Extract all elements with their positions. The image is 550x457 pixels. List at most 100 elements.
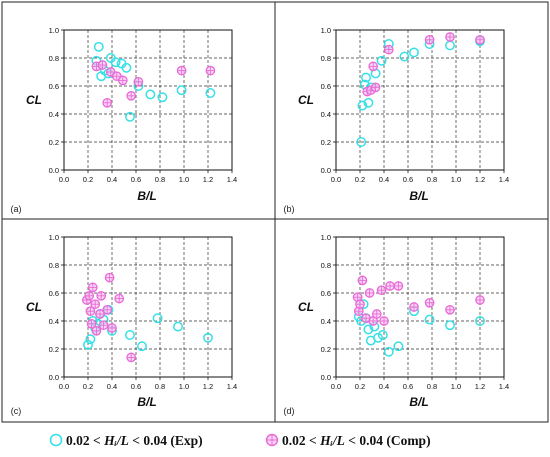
- series-comp: [91, 60, 216, 108]
- data-point-comp: [368, 61, 379, 72]
- panel-a: 0.0 0.2 0.4 0.6 0.8 1.0 1.2 1.4 0.0 0.2 0.4 0.6 0.8 1…: [11, 26, 238, 214]
- data-point-comp: [107, 323, 117, 333]
- x-axis-label: B/L: [409, 395, 428, 409]
- x-tick-label: 1.4: [227, 382, 237, 391]
- x-tick-label: 1.2: [203, 382, 213, 391]
- x-tick-label: 1.2: [203, 175, 213, 184]
- x-tick-label: 1.0: [179, 382, 189, 391]
- y-tick-label: 0.0: [321, 373, 331, 382]
- y-axis-label: CL: [298, 300, 314, 314]
- y-tick-label: 0.2: [49, 138, 59, 147]
- x-axis-label: B/L: [137, 395, 156, 409]
- data-point-comp: [379, 316, 389, 326]
- y-tick-label: 0.0: [49, 373, 59, 382]
- x-tick-label: 1.2: [475, 175, 485, 184]
- data-point-comp: [104, 272, 115, 283]
- x-tick-label: 0.2: [83, 175, 93, 184]
- data-point-exp: [356, 137, 367, 147]
- data-point-exp: [361, 72, 371, 83]
- data-point-comp: [176, 65, 187, 76]
- data-point-exp: [93, 41, 104, 52]
- y-axis-label: CL: [26, 300, 42, 314]
- data-point-comp: [133, 76, 144, 87]
- x-tick-label: 0.8: [427, 382, 437, 391]
- series-comp: [352, 275, 485, 326]
- data-point-comp: [126, 90, 137, 101]
- data-point-comp: [91, 325, 102, 336]
- data-point-comp: [126, 352, 137, 363]
- legend-marker-exp: [49, 433, 63, 447]
- data-point-comp: [364, 288, 375, 298]
- data-point-exp: [137, 341, 147, 352]
- plot-area: [64, 30, 232, 170]
- data-point-comp: [376, 285, 387, 296]
- data-point-exp: [110, 57, 121, 68]
- data-point-exp: [445, 320, 455, 331]
- data-point-comp: [84, 290, 95, 301]
- x-tick-label: 0.6: [131, 175, 141, 184]
- data-point-exp: [205, 88, 216, 98]
- data-point-exp: [125, 330, 135, 340]
- x-tick-label: 0.6: [131, 382, 141, 391]
- data-point-exp: [176, 85, 187, 96]
- x-tick-label: 1.0: [179, 175, 189, 184]
- series-comp: [362, 32, 485, 97]
- data-point-exp: [121, 62, 132, 73]
- data-point-comp: [355, 299, 365, 310]
- x-tick-label: 1.0: [451, 175, 461, 184]
- data-point-exp: [145, 89, 156, 100]
- y-axis-label: CL: [298, 93, 314, 107]
- y-tick-label: 0.2: [321, 345, 331, 354]
- data-point-comp: [475, 34, 485, 45]
- legend-label-comp: 0.02 < Hᵢ/L < 0.04 (Comp): [282, 433, 431, 448]
- y-tick-label: 1.0: [49, 26, 59, 35]
- data-point-comp: [114, 293, 125, 304]
- y-tick-label: 0.4: [321, 317, 331, 326]
- data-point-comp: [370, 82, 381, 93]
- data-point-comp: [424, 297, 435, 308]
- y-tick-label: 0.2: [49, 345, 59, 354]
- plot-frame: [335, 29, 505, 171]
- legend-item-exp: 0.02 < Hᵢ/L < 0.04 (Exp): [49, 433, 203, 448]
- data-point-comp: [96, 290, 107, 301]
- plot-frame: [335, 236, 505, 378]
- y-tick-label: 0.6: [49, 82, 59, 91]
- data-point-comp: [393, 281, 404, 291]
- data-point-comp: [90, 299, 101, 310]
- data-point-comp: [475, 295, 485, 305]
- plot-frame: [63, 236, 233, 378]
- y-tick-label: 0.6: [321, 82, 331, 91]
- x-tick-label: 0.0: [59, 175, 69, 184]
- x-tick-label: 0.8: [155, 382, 165, 391]
- data-point-exp: [363, 97, 374, 108]
- y-tick-label: 1.0: [321, 26, 331, 35]
- panel-d: 0.0 0.2 0.4 0.6 0.8 1.0 1.2 1.4 0.0 0.2 0.4 0.6 0.8 1…: [284, 233, 510, 416]
- data-point-comp: [117, 75, 128, 86]
- data-point-comp: [385, 281, 395, 291]
- legend-item-comp: 0.02 < Hᵢ/L < 0.04 (Comp): [265, 433, 431, 448]
- y-tick-label: 0.0: [321, 166, 331, 175]
- data-point-comp: [368, 316, 379, 326]
- data-point-exp: [125, 111, 135, 122]
- data-point-comp: [205, 65, 216, 76]
- data-point-exp: [475, 316, 485, 326]
- panel-label: (c): [11, 406, 22, 416]
- x-tick-label: 1.2: [475, 382, 485, 391]
- y-tick-label: 0.8: [321, 261, 331, 270]
- y-tick-label: 0.8: [49, 54, 59, 63]
- data-point-comp: [85, 306, 96, 317]
- data-point-comp: [371, 309, 382, 319]
- data-point-comp: [445, 32, 455, 42]
- x-tick-label: 0.4: [379, 175, 389, 184]
- x-axis-label: B/L: [409, 189, 428, 203]
- y-tick-label: 0.4: [49, 317, 59, 326]
- data-point-exp: [373, 332, 383, 343]
- plot-frame: [63, 29, 233, 171]
- x-tick-label: 0.4: [379, 382, 389, 391]
- panel-frame-d: [274, 218, 549, 423]
- panel-label: (a): [11, 204, 22, 214]
- x-tick-label: 0.6: [403, 175, 413, 184]
- series-comp: [81, 272, 137, 363]
- x-tick-label: 1.0: [451, 382, 461, 391]
